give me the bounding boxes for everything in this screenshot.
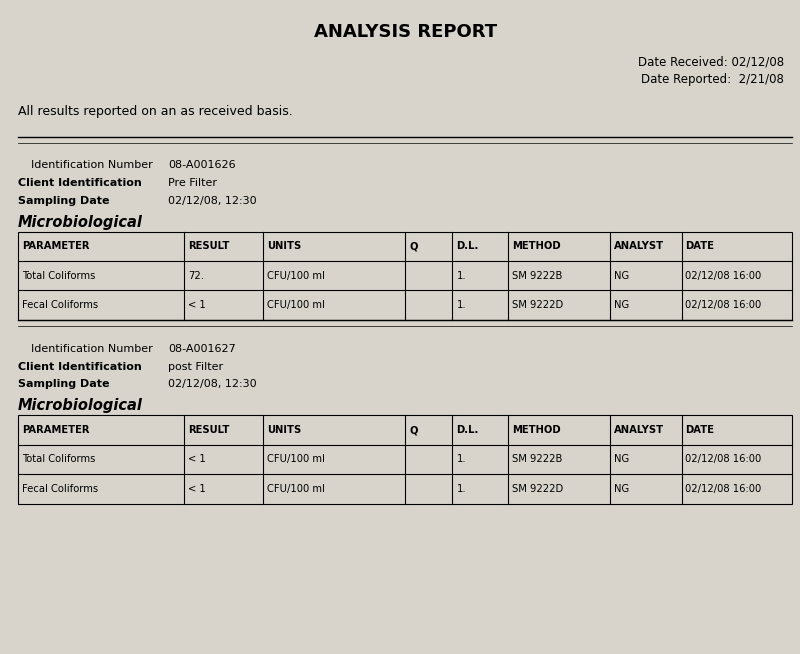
Text: Identification Number: Identification Number <box>30 344 152 354</box>
Text: SM 9222B: SM 9222B <box>512 271 562 281</box>
Text: 02/12/08, 12:30: 02/12/08, 12:30 <box>168 379 257 389</box>
Text: Fecal Coliforms: Fecal Coliforms <box>22 484 98 494</box>
Text: 08-A001626: 08-A001626 <box>168 160 236 170</box>
Text: PARAMETER: PARAMETER <box>22 241 90 251</box>
Text: 1.: 1. <box>457 300 466 310</box>
Text: Fecal Coliforms: Fecal Coliforms <box>22 300 98 310</box>
Text: SM 9222D: SM 9222D <box>512 484 563 494</box>
Text: ANALYST: ANALYST <box>614 425 665 435</box>
Text: CFU/100 ml: CFU/100 ml <box>267 484 325 494</box>
Text: RESULT: RESULT <box>188 241 230 251</box>
Text: Client Identification: Client Identification <box>18 178 142 188</box>
Text: Sampling Date: Sampling Date <box>18 196 110 205</box>
Text: Q: Q <box>409 425 418 435</box>
Text: CFU/100 ml: CFU/100 ml <box>267 300 325 310</box>
Text: Total Coliforms: Total Coliforms <box>22 455 95 464</box>
Text: < 1: < 1 <box>188 484 206 494</box>
Text: Sampling Date: Sampling Date <box>18 379 110 389</box>
Text: 08-A001627: 08-A001627 <box>168 344 236 354</box>
Text: DATE: DATE <box>686 241 714 251</box>
Text: CFU/100 ml: CFU/100 ml <box>267 455 325 464</box>
Text: NG: NG <box>614 484 630 494</box>
Bar <box>18 415 792 504</box>
Text: 02/12/08 16:00: 02/12/08 16:00 <box>686 300 762 310</box>
Text: 1.: 1. <box>457 271 466 281</box>
Text: Q: Q <box>409 241 418 251</box>
Text: Pre Filter: Pre Filter <box>168 178 217 188</box>
Text: UNITS: UNITS <box>267 425 301 435</box>
Text: Date Received: 02/12/08: Date Received: 02/12/08 <box>638 56 784 69</box>
Text: 02/12/08 16:00: 02/12/08 16:00 <box>686 271 762 281</box>
Text: Date Reported:  2/21/08: Date Reported: 2/21/08 <box>642 73 784 86</box>
Text: METHOD: METHOD <box>512 425 560 435</box>
Text: 1.: 1. <box>457 484 466 494</box>
Text: Microbiological: Microbiological <box>18 215 143 230</box>
Text: 02/12/08 16:00: 02/12/08 16:00 <box>686 484 762 494</box>
Text: Client Identification: Client Identification <box>18 362 142 371</box>
Text: D.L.: D.L. <box>457 241 478 251</box>
Text: SM 9222B: SM 9222B <box>512 455 562 464</box>
Text: DATE: DATE <box>686 425 714 435</box>
Text: SM 9222D: SM 9222D <box>512 300 563 310</box>
Text: D.L.: D.L. <box>457 425 478 435</box>
Text: < 1: < 1 <box>188 455 206 464</box>
Text: 02/12/08 16:00: 02/12/08 16:00 <box>686 455 762 464</box>
Text: CFU/100 ml: CFU/100 ml <box>267 271 325 281</box>
Text: ANALYSIS REPORT: ANALYSIS REPORT <box>314 23 497 41</box>
Text: UNITS: UNITS <box>267 241 301 251</box>
Text: PARAMETER: PARAMETER <box>22 425 90 435</box>
Text: 02/12/08, 12:30: 02/12/08, 12:30 <box>168 196 257 205</box>
Text: NG: NG <box>614 300 630 310</box>
Bar <box>18 232 792 320</box>
Text: post Filter: post Filter <box>168 362 223 371</box>
Text: 72.: 72. <box>188 271 204 281</box>
Text: NG: NG <box>614 271 630 281</box>
Text: 1.: 1. <box>457 455 466 464</box>
Text: RESULT: RESULT <box>188 425 230 435</box>
Text: Identification Number: Identification Number <box>30 160 152 170</box>
Text: All results reported on an as received basis.: All results reported on an as received b… <box>18 105 293 118</box>
Text: Total Coliforms: Total Coliforms <box>22 271 95 281</box>
Text: < 1: < 1 <box>188 300 206 310</box>
Text: ANALYST: ANALYST <box>614 241 665 251</box>
Text: Microbiological: Microbiological <box>18 398 143 413</box>
Text: METHOD: METHOD <box>512 241 560 251</box>
Text: NG: NG <box>614 455 630 464</box>
